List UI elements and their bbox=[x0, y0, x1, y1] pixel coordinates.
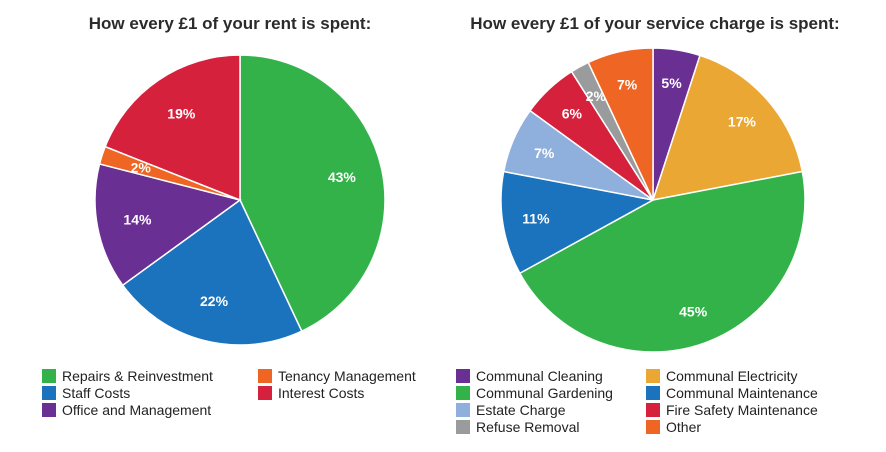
legend-item-communal-maintenance: Communal Maintenance bbox=[646, 384, 818, 401]
rent-pie-chart: 43% 22% 14% 2% 19% bbox=[94, 54, 386, 346]
slice-label-communal-electricity: 17% bbox=[728, 114, 757, 130]
legend-swatch bbox=[646, 419, 660, 434]
legend-item-estate-charge: Estate Charge bbox=[456, 401, 566, 418]
legend-item-repairs-and-reinvestment: Repairs & Reinvestment bbox=[42, 367, 213, 384]
legend-swatch bbox=[258, 385, 272, 400]
legend-label: Other bbox=[666, 418, 702, 435]
legend-label: Fire Safety Maintenance bbox=[666, 401, 818, 418]
legend-swatch bbox=[646, 402, 660, 417]
legend-item-refuse-removal: Refuse Removal bbox=[456, 418, 580, 435]
pie-slice-repairs-and-reinvestment bbox=[239, 54, 386, 333]
pie-slice-other bbox=[587, 47, 654, 201]
legend-label: Communal Cleaning bbox=[476, 367, 603, 384]
legend-item-tenancy-management: Tenancy Management bbox=[258, 367, 416, 384]
slice-label-repairs-and-reinvestment: 43% bbox=[328, 169, 357, 185]
pie-slice-office-and-management bbox=[94, 163, 242, 287]
slice-label-communal-maintenance: 11% bbox=[522, 211, 550, 227]
legend-swatch bbox=[646, 368, 660, 383]
legend-item-communal-electricity: Communal Electricity bbox=[646, 367, 797, 384]
legend-item-communal-cleaning: Communal Cleaning bbox=[456, 367, 603, 384]
legend-item-office-and-management: Office and Management bbox=[42, 401, 211, 418]
legend-label: Interest Costs bbox=[278, 384, 365, 401]
service-charge-pie-chart: 5% 17% 45% 11% 7% 6%2% 7% bbox=[500, 47, 806, 353]
pie-slice-staff-costs bbox=[121, 198, 303, 346]
legend-swatch bbox=[42, 385, 56, 400]
legend-swatch bbox=[456, 368, 470, 383]
pie-slice-interest-costs bbox=[104, 54, 241, 202]
legend-label: Repairs & Reinvestment bbox=[62, 367, 213, 384]
legend-label: Communal Maintenance bbox=[666, 384, 818, 401]
slice-label-fire-safety-maintenance: 6% bbox=[562, 106, 583, 122]
slice-label-staff-costs: 22% bbox=[200, 293, 229, 309]
legend-swatch bbox=[646, 385, 660, 400]
legend-item-staff-costs: Staff Costs bbox=[42, 384, 130, 401]
legend-item-communal-gardening: Communal Gardening bbox=[456, 384, 613, 401]
slice-label-communal-cleaning: 5% bbox=[661, 75, 682, 91]
slice-label-tenancy-management: 2% bbox=[131, 160, 152, 176]
legend-swatch bbox=[258, 368, 272, 383]
legend-swatch bbox=[456, 385, 470, 400]
slice-label-other: 7% bbox=[617, 76, 638, 92]
legend-label: Communal Gardening bbox=[476, 384, 613, 401]
slice-label-office-and-management: 14% bbox=[123, 212, 152, 228]
legend-label: Tenancy Management bbox=[278, 367, 416, 384]
legend-label: Refuse Removal bbox=[476, 418, 580, 435]
legend-swatch bbox=[42, 368, 56, 383]
slice-label-refuse-removal: 2% bbox=[586, 88, 607, 104]
pie-slice-communal-maintenance bbox=[500, 170, 656, 275]
slice-label-interest-costs: 19% bbox=[167, 106, 196, 122]
legend-swatch bbox=[42, 402, 56, 417]
slice-label-communal-gardening: 45% bbox=[679, 304, 708, 320]
legend-label: Staff Costs bbox=[62, 384, 131, 401]
legend-item-fire-safety-maintenance: Fire Safety Maintenance bbox=[646, 401, 818, 418]
rent-chart-title: How every £1 of your rent is spent: bbox=[88, 14, 372, 33]
legend-label: Estate Charge bbox=[476, 401, 566, 418]
legend-swatch bbox=[456, 419, 470, 434]
legend-swatch bbox=[456, 402, 470, 417]
legend-item-interest-costs: Interest Costs bbox=[258, 384, 364, 401]
legend-item-other: Other bbox=[646, 418, 701, 435]
pie-slice-communal-electricity bbox=[651, 54, 804, 201]
legend-label: Office and Management bbox=[62, 401, 212, 418]
pie-slice-communal-gardening bbox=[518, 170, 806, 353]
slice-label-estate-charge: 7% bbox=[534, 145, 555, 161]
service-charge-chart-title: How every £1 of your service charge is s… bbox=[470, 14, 840, 33]
legend-label: Communal Electricity bbox=[666, 367, 798, 384]
